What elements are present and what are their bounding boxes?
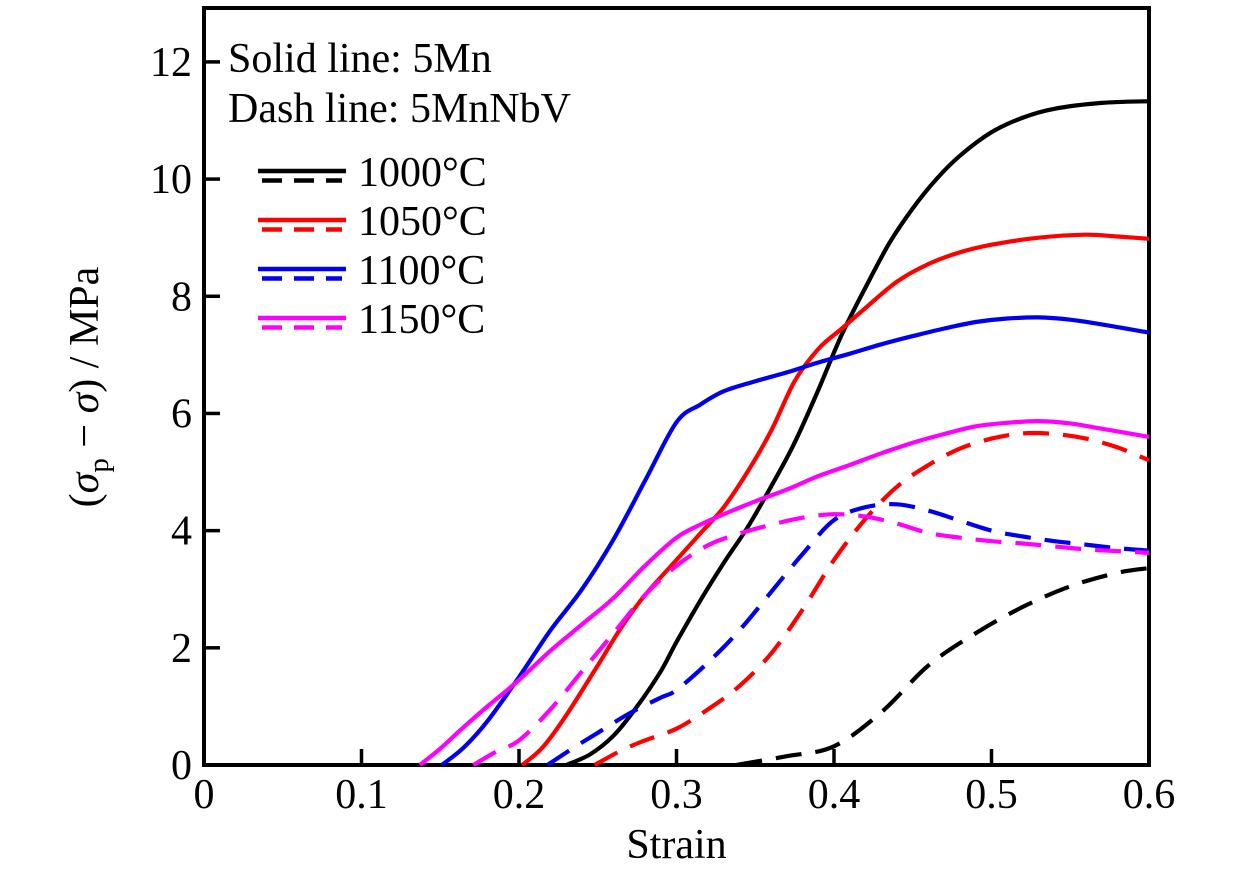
curve-5MnNbV-1000°C xyxy=(736,566,1150,768)
y-tick-label-10: 10 xyxy=(150,157,192,203)
curve-5Mn-1150°C xyxy=(418,418,1150,767)
legend-label-1100°C: 1100°C xyxy=(358,248,485,294)
curve-5Mn-1000°C xyxy=(565,99,1150,767)
legend-label-1150°C: 1150°C xyxy=(358,297,485,343)
plot-frame xyxy=(202,6,1151,767)
curve-5Mn-1100°C xyxy=(440,315,1150,767)
curve-5Mn-1050°C xyxy=(520,232,1150,767)
curve-5MnNbV-1150°C xyxy=(472,512,1150,767)
x-tick-label-0.4: 0.4 xyxy=(808,772,861,818)
x-axis-label: Strain xyxy=(626,822,726,868)
x-tick-label-0.3: 0.3 xyxy=(650,772,703,818)
curve-5MnNbV-1050°C xyxy=(593,430,1150,767)
x-tick-label-0: 0 xyxy=(194,772,215,818)
legend-label-1000°C: 1000°C xyxy=(358,150,487,196)
y-tick-label-0: 0 xyxy=(171,743,192,789)
curve-5MnNbV-1100°C xyxy=(546,502,1150,767)
y-tick-label-6: 6 xyxy=(171,391,192,437)
legend-label-1050°C: 1050°C xyxy=(358,199,487,245)
y-tick-label-8: 8 xyxy=(171,274,192,320)
y-tick-label-12: 12 xyxy=(150,40,192,86)
annotation-line-1: Solid line: 5Mn xyxy=(228,36,492,82)
y-tick-label-4: 4 xyxy=(171,509,192,555)
x-tick-label-0.2: 0.2 xyxy=(493,772,546,818)
y-tick-label-2: 2 xyxy=(171,626,192,672)
x-tick-label-0.1: 0.1 xyxy=(335,772,388,818)
y-axis-label: (σp − σ) / MPa xyxy=(62,266,115,507)
x-tick-label-0.5: 0.5 xyxy=(965,772,1018,818)
x-tick-label-0.6: 0.6 xyxy=(1123,772,1176,818)
annotation-line-2: Dash line: 5MnNbV xyxy=(228,86,571,132)
